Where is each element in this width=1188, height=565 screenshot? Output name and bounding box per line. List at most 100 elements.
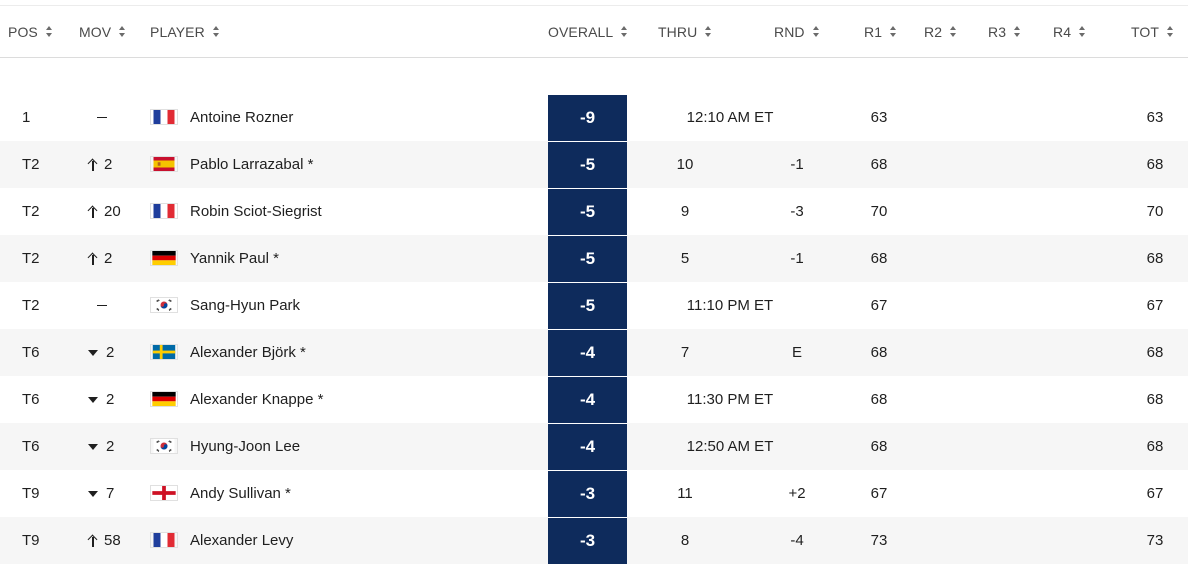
- player-name-link[interactable]: Robin Sciot-Siegrist: [190, 203, 322, 220]
- player-name-link[interactable]: Andy Sullivan *: [190, 485, 291, 502]
- player-name-link[interactable]: Alexander Björk *: [190, 344, 306, 361]
- position-cell: T9: [22, 485, 40, 502]
- overall-score: -5: [548, 141, 627, 188]
- player-name-link[interactable]: Pablo Larrazabal *: [190, 156, 314, 173]
- sort-mov-header[interactable]: MOV: [79, 6, 126, 57]
- overall-score: -3: [548, 470, 627, 517]
- germany-flag-icon: [150, 250, 178, 266]
- sort-icon: [119, 26, 126, 37]
- movement-cell: 20: [88, 188, 138, 235]
- player-name-link[interactable]: Alexander Levy: [190, 532, 294, 549]
- round-score-cell: -1: [790, 250, 804, 267]
- table-row[interactable]: T2 2 Yannik Paul * -5 5 -1 68 68: [0, 235, 1188, 282]
- total-score-cell: 63: [1146, 109, 1164, 126]
- arrow-up-icon: [88, 206, 98, 218]
- table-row[interactable]: T2 20 Robin Sciot-Siegrist -5 9 -3 70 70: [0, 188, 1188, 235]
- r1-score-cell: 73: [870, 532, 888, 549]
- leaderboard-rows: 1 Antoine Rozner -9 12:10 AM ET 63 63 T2 2 Pablo…: [0, 94, 1188, 564]
- sort-icon: [950, 26, 957, 37]
- position-cell: 1: [22, 109, 31, 126]
- sort-icon: [1014, 26, 1021, 37]
- movement-value: 2: [106, 344, 115, 361]
- table-row[interactable]: 1 Antoine Rozner -9 12:10 AM ET 63 63: [0, 94, 1188, 141]
- france-flag-icon: [150, 532, 178, 548]
- round-score-cell: [780, 376, 814, 423]
- movement-value: 2: [104, 156, 113, 173]
- position-cell: T2: [22, 156, 40, 173]
- sort-rnd-header[interactable]: RND: [774, 6, 820, 57]
- r1-score-cell: 68: [870, 250, 888, 267]
- sort-icon: [212, 26, 220, 37]
- sort-tot-header[interactable]: TOT: [1131, 6, 1174, 57]
- rnd-header-label: RND: [774, 23, 805, 40]
- sort-pos-header[interactable]: POS: [8, 6, 53, 57]
- round-score-cell: -1: [790, 156, 804, 173]
- sort-icon: [1167, 26, 1174, 37]
- player-name-link[interactable]: Sang-Hyun Park: [190, 297, 301, 314]
- arrow-up-icon: [88, 159, 98, 171]
- table-row[interactable]: T9 7 Andy Sullivan * -3 11 +2 67 67: [0, 470, 1188, 517]
- round-score-cell: +2: [788, 485, 806, 502]
- overall-score: -4: [548, 376, 627, 423]
- movement-cell: 2: [88, 235, 138, 282]
- r2-header-label: R2: [924, 23, 943, 40]
- sort-r4-header[interactable]: R4: [1053, 6, 1086, 57]
- r1-score-cell: 68: [870, 438, 888, 455]
- player-name-link[interactable]: Antoine Rozner: [190, 109, 294, 126]
- korea-flag-icon: [150, 297, 178, 313]
- sort-r1-header[interactable]: R1: [864, 6, 897, 57]
- sweden-flag-icon: [150, 344, 178, 360]
- position-cell: T6: [22, 391, 40, 408]
- leaderboard-header: POS MOV PLAYER OVERALL THRU RND R1 R2 R3…: [0, 6, 1188, 58]
- overall-score: -3: [548, 517, 627, 564]
- movement-value: 20: [104, 203, 121, 220]
- sort-player-header[interactable]: PLAYER: [150, 6, 220, 57]
- thru-cell: 7: [680, 344, 690, 361]
- no-change-dash-icon: [97, 116, 107, 119]
- france-flag-icon: [150, 109, 178, 125]
- overall-score: -5: [548, 188, 627, 235]
- sort-r2-header[interactable]: R2: [924, 6, 957, 57]
- thru-cell: 5: [680, 250, 690, 267]
- thru-cell: 11: [677, 485, 693, 502]
- movement-cell: 7: [88, 470, 138, 517]
- player-name-link[interactable]: Yannik Paul *: [190, 250, 279, 267]
- sort-icon: [890, 26, 897, 37]
- thru-cell: 12:50 AM ET: [686, 438, 774, 455]
- table-row[interactable]: T6 2 Hyung-Joon Lee -4 12:50 AM ET 68 68: [0, 423, 1188, 470]
- table-row[interactable]: T6 2 Alexander Knappe * -4 11:30 PM ET 68 68: [0, 376, 1188, 423]
- position-cell: T6: [22, 438, 40, 455]
- thru-cell: 11:30 PM ET: [686, 391, 774, 408]
- france-flag-icon: [150, 203, 178, 219]
- sort-r3-header[interactable]: R3: [988, 6, 1021, 57]
- player-name-link[interactable]: Hyung-Joon Lee: [190, 438, 301, 455]
- r1-score-cell: 67: [870, 485, 888, 502]
- table-row[interactable]: T2 Sang-Hyun Park -5 11:10 PM ET 67 67: [0, 282, 1188, 329]
- round-score-cell: [780, 282, 814, 329]
- movement-value: 2: [106, 391, 115, 408]
- r1-score-cell: 67: [870, 297, 888, 314]
- triangle-down-icon: [88, 490, 98, 497]
- player-name-link[interactable]: Alexander Knappe *: [190, 391, 324, 408]
- r1-score-cell: 68: [870, 156, 888, 173]
- r1-score-cell: 63: [870, 109, 888, 126]
- sort-overall-header[interactable]: OVERALL: [548, 6, 628, 57]
- total-score-cell: 67: [1146, 485, 1164, 502]
- position-cell: T9: [22, 532, 40, 549]
- overall-score: -9: [548, 94, 627, 141]
- total-score-cell: 70: [1146, 203, 1164, 220]
- position-cell: T2: [22, 203, 40, 220]
- table-row[interactable]: T9 58 Alexander Levy -3 8 -4 73 73: [0, 517, 1188, 564]
- movement-value: 2: [104, 250, 113, 267]
- overall-header-label: OVERALL: [548, 23, 614, 40]
- sort-thru-header[interactable]: THRU: [658, 6, 712, 57]
- table-row[interactable]: T6 2 Alexander Björk * -4 7 E 68 68: [0, 329, 1188, 376]
- movement-cell: 58: [88, 517, 138, 564]
- arrow-up-icon: [88, 253, 98, 265]
- tot-header-label: TOT: [1131, 23, 1160, 40]
- spain-flag-icon: [150, 156, 178, 172]
- total-score-cell: 67: [1146, 297, 1164, 314]
- table-row[interactable]: T2 2 Pablo Larrazabal * -5 10 -1 68 68: [0, 141, 1188, 188]
- r1-score-cell: 68: [870, 344, 888, 361]
- overall-score: -4: [548, 423, 627, 470]
